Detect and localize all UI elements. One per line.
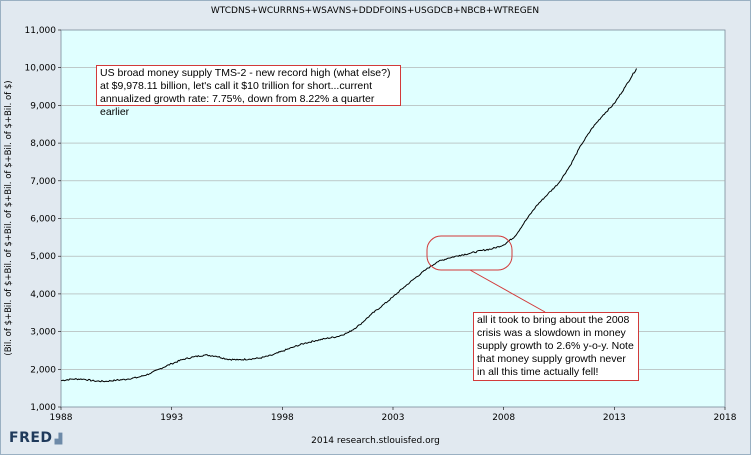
x-tick-label: 2003 — [382, 413, 405, 423]
fred-chart-icon: ▟ — [54, 434, 63, 445]
fred-logo: FRED ▟ — [9, 430, 63, 446]
x-tick-label: 1988 — [50, 413, 73, 423]
fred-logo-text: FRED — [9, 430, 53, 446]
y-tick-label: 6,000 — [30, 215, 56, 225]
y-tick-label: 11,000 — [25, 26, 57, 36]
y-axis-label: (Bil. of $+Bil. of $+Bil. of $+Bil. of $… — [4, 80, 14, 355]
y-tick-label: 3,000 — [30, 328, 56, 338]
y-axis-ticks: 1,000 2,000 3,000 4,000 5,000 6,000 7,000 8,000… — [25, 26, 61, 413]
x-tick-label: 2018 — [714, 413, 737, 423]
x-tick-label: 1993 — [160, 413, 183, 423]
y-tick-label: 1,000 — [30, 403, 56, 413]
highlight-ellipse — [426, 235, 513, 271]
x-tick-label: 1998 — [271, 413, 294, 423]
chart-title: WTCDNS+WCURRNS+WSAVNS+DDDFOINS+USGDCB+NB… — [211, 6, 539, 16]
y-tick-label: 8,000 — [30, 139, 56, 149]
annotation-2008-crisis: all it took to bring about the 2008 cris… — [473, 312, 639, 381]
callout-line — [469, 269, 546, 313]
x-axis-ticks: 1988 1993 1998 2003 2008 2013 2018 — [50, 407, 737, 423]
y-tick-label: 2,000 — [30, 365, 56, 375]
y-tick-label: 10,000 — [25, 64, 57, 74]
footer-source: 2014 research.stlouisfed.org — [311, 436, 440, 446]
y-tick-label: 4,000 — [30, 290, 56, 300]
y-tick-label: 5,000 — [30, 252, 56, 262]
x-tick-label: 2008 — [492, 413, 515, 423]
annotation-marks — [426, 235, 546, 313]
series-line — [60, 68, 637, 383]
y-tick-label: 7,000 — [30, 177, 56, 187]
y-tick-label: 9,000 — [30, 101, 56, 111]
x-tick-label: 2013 — [603, 413, 626, 423]
annotation-record-high: US broad money supply TMS-2 - new record… — [96, 65, 401, 118]
